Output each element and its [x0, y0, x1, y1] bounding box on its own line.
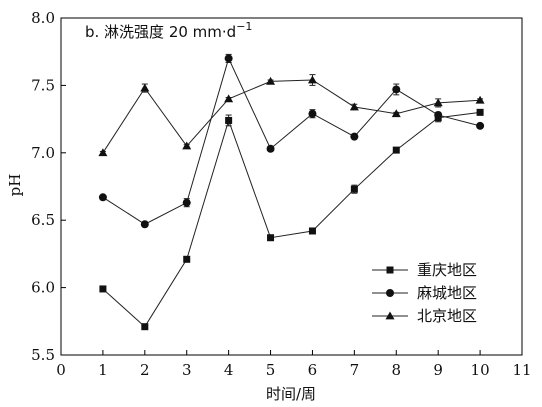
chart-title-superscript: −1 [236, 20, 252, 33]
y-tick-label: 5.5 [31, 346, 55, 364]
legend-marker [386, 289, 394, 297]
data-point [141, 323, 149, 331]
data-point [434, 111, 443, 120]
legend-item: 麻城地区 [372, 284, 477, 302]
data-point [266, 144, 275, 153]
legend-label: 麻城地区 [417, 284, 477, 302]
y-axis-label: pH [6, 174, 24, 197]
legend-marker [385, 311, 395, 320]
series-line [102, 111, 481, 328]
data-point [475, 95, 485, 104]
data-point [308, 227, 316, 235]
y-tick-label: 8.0 [31, 9, 55, 27]
data-point [224, 54, 233, 63]
plot-frame [60, 17, 523, 356]
data-point [391, 109, 401, 118]
data-point [224, 94, 234, 103]
x-tick-label: 6 [308, 361, 318, 379]
x-tick-label: 3 [182, 361, 192, 379]
data-point [350, 132, 359, 141]
x-tick-label: 4 [224, 361, 234, 379]
data-point [266, 76, 276, 85]
x-tick-label: 2 [140, 361, 150, 379]
data-point [182, 141, 192, 150]
data-point [98, 193, 107, 202]
data-point [476, 121, 485, 130]
series-2 [98, 53, 485, 229]
chart-title: b. 淋洗强度 20 mm·d−1 [85, 20, 252, 41]
data-point [182, 198, 191, 207]
chart-title-main: b. 淋洗强度 20 mm·d [85, 23, 236, 41]
y-tick-label: 7.5 [31, 76, 55, 94]
x-tick-label: 5 [266, 361, 276, 379]
data-point [350, 185, 358, 193]
x-tick-label: 11 [512, 361, 531, 379]
data-point [392, 85, 401, 94]
x-tick-label: 9 [433, 361, 443, 379]
x-tick-label: 10 [471, 361, 490, 379]
y-tick-label: 6.0 [31, 279, 55, 297]
data-point [307, 75, 317, 84]
legend-label: 北京地区 [417, 307, 477, 325]
data-point [392, 146, 400, 154]
data-point [476, 108, 484, 116]
legend-item: 重庆地区 [372, 261, 477, 279]
data-point [267, 234, 275, 242]
data-point [349, 102, 359, 111]
data-point [183, 255, 191, 263]
x-tick-label: 1 [98, 361, 108, 379]
data-point [225, 116, 233, 124]
x-tick-label: 7 [350, 361, 360, 379]
y-tick-label: 7.0 [31, 144, 55, 162]
data-point [140, 83, 150, 92]
legend-marker [386, 266, 394, 274]
data-point [140, 220, 149, 229]
legend-item: 北京地区 [372, 307, 477, 325]
x-tick-label: 0 [56, 361, 66, 379]
series-line [102, 79, 481, 154]
data-point [98, 148, 108, 157]
series-line [102, 57, 481, 225]
data-point [308, 109, 317, 118]
legend-label: 重庆地区 [417, 261, 477, 279]
x-tick-label: 8 [391, 361, 401, 379]
y-tick-label: 6.5 [31, 211, 55, 229]
series-3 [98, 74, 485, 157]
data-point [99, 285, 107, 293]
x-axis-label: 时间/周 [266, 385, 316, 403]
axes: 0 1 2 3 4 5 6 7 8 9 10 11 5.5 6.0 6.5 7.0 7.5 8.0 [31, 9, 531, 379]
data-point [433, 98, 443, 107]
plot-data [98, 53, 485, 331]
